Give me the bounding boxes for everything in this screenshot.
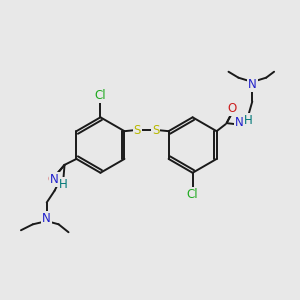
- Text: S: S: [152, 124, 159, 137]
- Text: Cl: Cl: [187, 188, 198, 201]
- Text: N: N: [42, 212, 51, 225]
- Text: O: O: [228, 102, 237, 115]
- Text: H: H: [59, 178, 68, 191]
- Text: H: H: [244, 114, 253, 127]
- Text: N: N: [50, 173, 59, 186]
- Text: O: O: [47, 173, 56, 186]
- Text: Cl: Cl: [95, 89, 106, 102]
- Text: N: N: [248, 78, 257, 91]
- Text: S: S: [134, 124, 141, 137]
- Text: N: N: [235, 116, 244, 129]
